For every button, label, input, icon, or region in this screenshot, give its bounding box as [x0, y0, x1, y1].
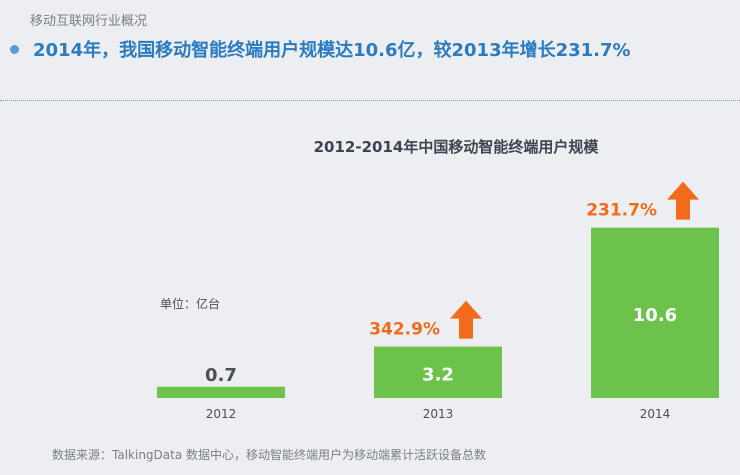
- value-label-2013: 3.2: [422, 364, 454, 385]
- section-label: 移动互联网行业概况: [30, 14, 148, 29]
- arrow-up-icon: [450, 300, 482, 339]
- value-label-2014: 10.6: [633, 305, 677, 326]
- bullet-icon: [10, 44, 19, 54]
- growth-label-2014: 231.7%: [586, 201, 657, 221]
- chart-title: 2012-2014年中国移动智能终端用户规模: [313, 138, 599, 156]
- divider: [0, 100, 740, 101]
- value-label-2012: 0.7: [205, 365, 237, 386]
- headline-row: 2014年，我国移动智能终端用户规模达10.6亿，较2013年增长231.7%: [10, 36, 631, 62]
- arrow-up-icon: [667, 181, 699, 220]
- unit-label: 单位：亿台: [160, 297, 221, 311]
- headline: 2014年，我国移动智能终端用户规模达10.6亿，较2013年增长231.7%: [33, 40, 631, 61]
- bar-2012: [157, 386, 285, 398]
- category-label-2014: 2014: [640, 407, 671, 421]
- bar-2013: [374, 346, 502, 398]
- growth-label-2013: 342.9%: [369, 320, 440, 340]
- bar-2014: [591, 227, 719, 398]
- category-label-2012: 2012: [206, 407, 237, 421]
- category-label-2013: 2013: [423, 407, 454, 421]
- source-note: 数据来源：TalkingData 数据中心，移动智能终端用户为移动端累计活跃设备…: [52, 448, 487, 462]
